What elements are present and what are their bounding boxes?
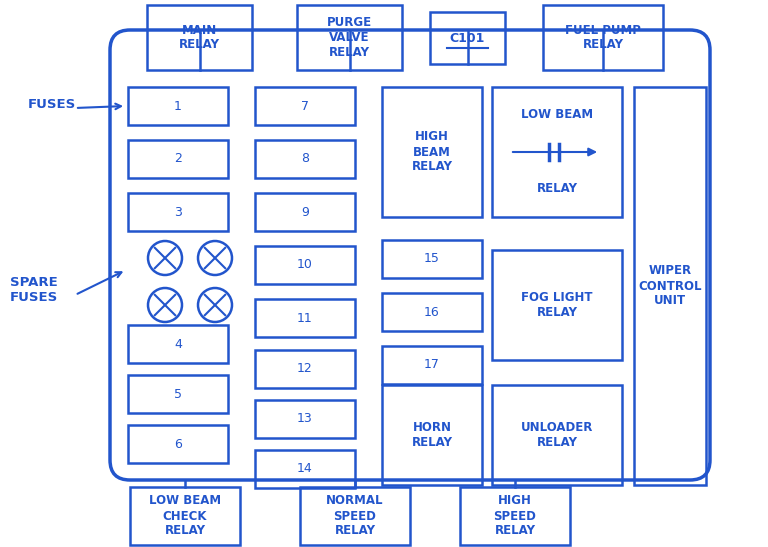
Bar: [128, 425, 228, 463]
Bar: [492, 385, 622, 485]
Text: PURGE
VALVE
RELAY: PURGE VALVE RELAY: [327, 16, 372, 59]
Bar: [128, 325, 228, 363]
Bar: [128, 193, 228, 231]
Bar: [255, 193, 355, 231]
Text: RELAY: RELAY: [537, 183, 578, 195]
Text: HIGH
SPEED
RELAY: HIGH SPEED RELAY: [494, 494, 536, 538]
Text: 10: 10: [297, 259, 313, 271]
Bar: [130, 487, 240, 545]
Text: 12: 12: [297, 363, 313, 375]
Text: FUEL PUMP
RELAY: FUEL PUMP RELAY: [565, 24, 641, 51]
Text: HIGH
BEAM
RELAY: HIGH BEAM RELAY: [412, 131, 452, 173]
Bar: [255, 350, 355, 388]
Bar: [492, 87, 622, 217]
Bar: [255, 299, 355, 337]
Bar: [460, 487, 570, 545]
Text: NORMAL
SPEED
RELAY: NORMAL SPEED RELAY: [326, 494, 384, 538]
Bar: [255, 87, 355, 125]
Text: 15: 15: [424, 253, 440, 265]
Bar: [255, 140, 355, 178]
Bar: [147, 5, 252, 70]
Text: LOW BEAM
CHECK
RELAY: LOW BEAM CHECK RELAY: [149, 494, 221, 538]
Bar: [255, 450, 355, 488]
Bar: [382, 385, 482, 485]
Bar: [128, 140, 228, 178]
Bar: [128, 375, 228, 413]
Text: UNLOADER
RELAY: UNLOADER RELAY: [521, 421, 593, 449]
Bar: [382, 87, 482, 217]
Text: 2: 2: [174, 153, 182, 166]
Text: 14: 14: [297, 463, 313, 475]
Text: 8: 8: [301, 153, 309, 166]
Text: 17: 17: [424, 358, 440, 371]
Bar: [430, 12, 505, 64]
Text: FUSES: FUSES: [28, 98, 76, 112]
Text: 1: 1: [174, 100, 182, 113]
Text: SPARE
FUSES: SPARE FUSES: [10, 276, 58, 304]
Text: 11: 11: [297, 311, 313, 324]
Bar: [634, 87, 706, 485]
Text: 9: 9: [301, 206, 309, 218]
Bar: [543, 5, 663, 70]
Bar: [297, 5, 402, 70]
Bar: [382, 240, 482, 278]
Text: C101: C101: [450, 32, 485, 44]
Text: 13: 13: [297, 412, 313, 426]
Text: LOW BEAM: LOW BEAM: [521, 108, 593, 121]
Text: 7: 7: [301, 100, 309, 113]
Bar: [300, 487, 410, 545]
Text: 6: 6: [174, 438, 182, 451]
Text: WIPER
CONTROL
UNIT: WIPER CONTROL UNIT: [638, 265, 702, 307]
Bar: [128, 87, 228, 125]
Text: HORN
RELAY: HORN RELAY: [412, 421, 452, 449]
Text: 3: 3: [174, 206, 182, 218]
Bar: [255, 400, 355, 438]
Text: 16: 16: [424, 306, 440, 318]
Bar: [492, 250, 622, 360]
Bar: [382, 346, 482, 384]
Text: 5: 5: [174, 387, 182, 400]
Text: MAIN
RELAY: MAIN RELAY: [179, 24, 220, 51]
Text: 4: 4: [174, 337, 182, 351]
Text: FOG LIGHT
RELAY: FOG LIGHT RELAY: [521, 291, 593, 319]
Bar: [255, 246, 355, 284]
Bar: [382, 293, 482, 331]
